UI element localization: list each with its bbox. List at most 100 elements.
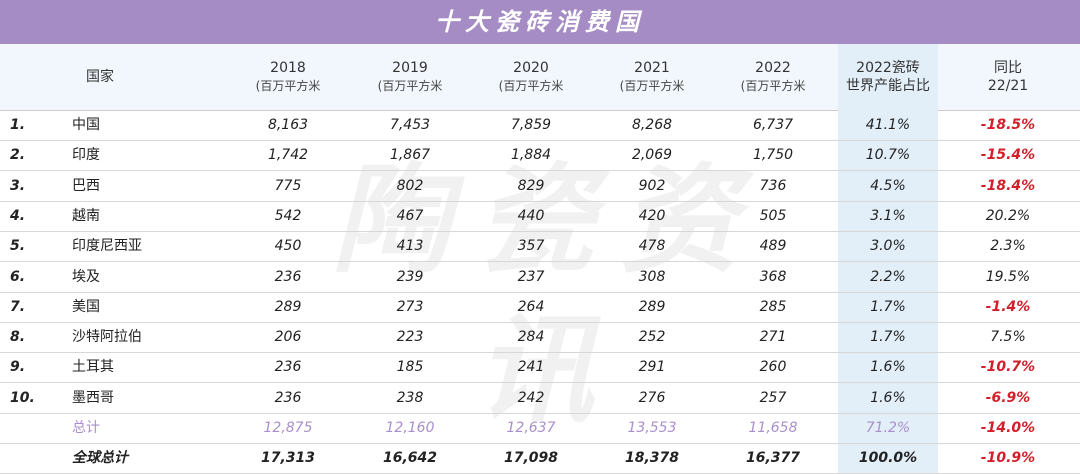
- rank-cell: 2.: [10, 147, 26, 164]
- table-row: 10. 墨西哥 236 238 242 276 257 1.6% -6.9%: [0, 383, 1080, 414]
- value-cell: 284: [517, 329, 545, 346]
- country-cell: 土耳其: [72, 359, 114, 376]
- yoy-cell: -15.4%: [980, 147, 1036, 164]
- value-cell: 16,377: [745, 450, 801, 467]
- header-year-2021: 2021 (百万平方米: [619, 60, 685, 93]
- table-row: 7. 美国 289 273 264 289 285 1.7% -1.4%: [0, 292, 1080, 323]
- table-header: 国家 2018 (百万平方米 2019 (百万平方米 2020 (百万平方米 2021…: [0, 44, 1080, 111]
- value-cell: 6,737: [752, 117, 794, 133]
- header-country: 国家: [86, 69, 114, 85]
- share-cell: 4.5%: [870, 177, 906, 194]
- value-cell: 420: [638, 207, 666, 224]
- value-cell: 236: [274, 268, 302, 285]
- rank-cell: 8.: [10, 329, 26, 346]
- share-cell: 1.6%: [870, 359, 906, 376]
- value-cell: 241: [517, 359, 545, 376]
- rank-cell: 5.: [10, 238, 26, 255]
- header-year-2020: 2020 (百万平方米: [498, 60, 564, 93]
- country-cell: 墨西哥: [72, 389, 114, 406]
- header-year-2019: 2019 (百万平方米: [377, 60, 443, 93]
- value-cell: 289: [274, 298, 302, 315]
- value-cell: 18,378: [624, 450, 680, 467]
- value-cell: 2,069: [631, 147, 673, 164]
- value-cell: 7,453: [389, 117, 431, 133]
- value-cell: 13,553: [627, 420, 677, 436]
- rank-cell: 9.: [10, 359, 26, 376]
- value-cell: 829: [517, 177, 545, 194]
- rank-cell: 4.: [10, 207, 26, 224]
- header-year-2018: 2018 (百万平方米: [255, 60, 321, 93]
- value-cell: 413: [396, 238, 424, 255]
- value-cell: 1,867: [389, 147, 431, 164]
- value-cell: 17,098: [503, 450, 559, 467]
- value-cell: 17,313: [260, 450, 316, 467]
- value-cell: 902: [638, 177, 666, 194]
- yoy-cell: 2.3%: [990, 238, 1026, 255]
- country-cell: 中国: [72, 117, 100, 133]
- table-row: 3. 巴西 775 802 829 902 736 4.5% -18.4%: [0, 171, 1080, 202]
- table-row: 4. 越南 542 467 440 420 505 3.1% 20.2%: [0, 201, 1080, 232]
- share-cell: 3.0%: [870, 238, 906, 255]
- global-label: 全球总计: [72, 450, 128, 467]
- yoy-cell: -10.7%: [980, 359, 1036, 376]
- value-cell: 7,859: [510, 117, 552, 133]
- value-cell: 206: [274, 329, 302, 346]
- value-cell: 273: [396, 298, 424, 315]
- rank-cell: 6.: [10, 268, 26, 285]
- share-cell: 10.7%: [865, 147, 911, 164]
- value-cell: 368: [759, 268, 787, 285]
- yoy-cell: -18.5%: [980, 117, 1036, 133]
- value-cell: 1,750: [752, 147, 794, 164]
- value-cell: 775: [274, 177, 302, 194]
- header-yoy: 同比 22/21: [987, 60, 1029, 94]
- table-row: 1. 中国 8,163 7,453 7,859 8,268 6,737 41.1% -18.5%: [0, 110, 1080, 141]
- table-row: 6. 埃及 236 239 237 308 368 2.2% 19.5%: [0, 262, 1080, 293]
- table-row: 5. 印度尼西亚 450 413 357 478 489 3.0% 2.3%: [0, 231, 1080, 263]
- country-cell: 埃及: [72, 268, 100, 285]
- value-cell: 242: [517, 389, 545, 406]
- table-row: 9. 土耳其 236 185 241 291 260 1.6% -10.7%: [0, 352, 1080, 384]
- value-cell: 357: [517, 238, 545, 255]
- country-cell: 美国: [72, 298, 100, 315]
- country-cell: 沙特阿拉伯: [72, 329, 142, 346]
- value-cell: 285: [759, 298, 787, 315]
- share-column-header-bg: [838, 44, 938, 110]
- share-cell: 1.7%: [870, 298, 906, 315]
- yoy-cell: 20.2%: [985, 207, 1031, 224]
- value-cell: 11,658: [748, 420, 798, 436]
- value-cell: 450: [274, 238, 302, 255]
- value-cell: 271: [759, 329, 787, 346]
- yoy-cell: -6.9%: [985, 389, 1031, 406]
- value-cell: 736: [759, 177, 787, 194]
- yoy-cell: -14.0%: [980, 420, 1036, 436]
- share-cell: 1.7%: [870, 329, 906, 346]
- country-cell: 印度尼西亚: [72, 238, 142, 255]
- value-cell: 12,160: [385, 420, 435, 436]
- value-cell: 236: [274, 359, 302, 376]
- value-cell: 1,742: [267, 147, 309, 164]
- value-cell: 291: [638, 359, 666, 376]
- value-cell: 264: [517, 298, 545, 315]
- total-row: 总计 12,875 12,160 12,637 13,553 11,658 71.2% -14…: [0, 413, 1080, 444]
- share-cell: 100.0%: [858, 450, 918, 467]
- value-cell: 239: [396, 268, 424, 285]
- share-cell: 71.2%: [865, 420, 911, 436]
- yoy-cell: 19.5%: [985, 268, 1031, 285]
- share-cell: 3.1%: [870, 207, 906, 224]
- country-cell: 印度: [72, 147, 100, 164]
- value-cell: 257: [759, 389, 787, 406]
- value-cell: 237: [517, 268, 545, 285]
- rank-cell: 3.: [10, 177, 26, 194]
- value-cell: 12,875: [263, 420, 313, 436]
- header-year-2022: 2022 (百万平方米: [740, 60, 806, 93]
- rank-cell: 7.: [10, 298, 26, 315]
- yoy-cell: -10.9%: [980, 450, 1036, 467]
- total-label: 总计: [72, 420, 100, 436]
- global-row: 全球总计 17,313 16,642 17,098 18,378 16,377 100.0%…: [0, 443, 1080, 474]
- value-cell: 802: [396, 177, 424, 194]
- country-cell: 巴西: [72, 177, 100, 194]
- value-cell: 440: [517, 207, 545, 224]
- rank-cell: 10.: [10, 389, 35, 406]
- table-row: 8. 沙特阿拉伯 206 223 284 252 271 1.7% 7.5%: [0, 322, 1080, 354]
- header-world-share: 2022瓷砖 世界产能占比: [846, 60, 930, 94]
